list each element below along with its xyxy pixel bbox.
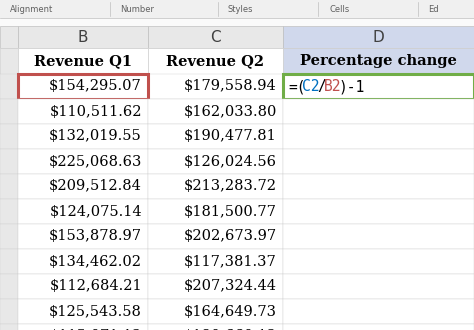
Bar (148, 124, 283, 149)
Text: $202,673.97: $202,673.97 (184, 229, 277, 244)
Bar (0, 18, 474, 26)
Bar (283, 48, 474, 74)
Bar (148, 74, 283, 99)
Bar (0, 74, 18, 99)
Text: )-1: )-1 (338, 79, 365, 94)
Bar (283, 199, 474, 224)
Bar (283, 74, 474, 99)
Text: Cells: Cells (330, 5, 350, 14)
Text: $125,543.58: $125,543.58 (49, 305, 142, 318)
Text: B: B (78, 29, 88, 45)
Bar (0, 224, 18, 249)
Bar (283, 26, 474, 48)
Text: $207,324.44: $207,324.44 (184, 280, 277, 293)
Text: $213,283.72: $213,283.72 (184, 180, 277, 193)
Bar (148, 149, 283, 174)
Bar (283, 249, 474, 274)
Bar (0, 26, 18, 48)
Text: $181,500.77: $181,500.77 (184, 205, 277, 218)
Bar (283, 299, 474, 324)
Text: Ed: Ed (428, 5, 438, 14)
Bar (0, 48, 18, 74)
Text: $153,878.97: $153,878.97 (49, 229, 142, 244)
Bar (0, 0, 474, 18)
Bar (18, 74, 148, 99)
Bar (18, 249, 148, 274)
Bar (0, 299, 18, 324)
Text: $164,649.73: $164,649.73 (184, 305, 277, 318)
Text: Revenue Q2: Revenue Q2 (166, 54, 264, 68)
Text: /: / (317, 79, 326, 94)
Bar (148, 99, 283, 124)
Text: Styles: Styles (228, 5, 254, 14)
Bar (18, 199, 148, 224)
Bar (148, 249, 283, 274)
Bar (18, 324, 148, 330)
Bar (283, 124, 474, 149)
Bar (0, 149, 18, 174)
Bar (283, 74, 474, 99)
Text: $132,019.55: $132,019.55 (49, 129, 142, 144)
Bar (283, 224, 474, 249)
Bar (148, 48, 283, 74)
Text: Percentage change: Percentage change (300, 54, 457, 68)
Text: $126,024.56: $126,024.56 (184, 154, 277, 169)
Bar (148, 299, 283, 324)
Text: D: D (373, 29, 384, 45)
Text: $154,295.07: $154,295.07 (49, 80, 142, 93)
Bar (18, 124, 148, 149)
Text: Number: Number (120, 5, 154, 14)
Bar (0, 324, 18, 330)
Bar (18, 274, 148, 299)
Bar (18, 99, 148, 124)
Text: $162,033.80: $162,033.80 (183, 105, 277, 118)
Bar (0, 199, 18, 224)
Bar (18, 48, 148, 74)
Bar (283, 324, 474, 330)
Text: $112,684.21: $112,684.21 (49, 280, 142, 293)
Bar (18, 149, 148, 174)
Bar (0, 99, 18, 124)
Bar (18, 224, 148, 249)
Bar (148, 174, 283, 199)
Text: C2: C2 (302, 79, 320, 94)
Text: =(: =( (288, 79, 306, 94)
Text: $124,075.14: $124,075.14 (49, 205, 142, 218)
Text: $115,071.12: $115,071.12 (50, 329, 142, 330)
Text: $209,512.84: $209,512.84 (49, 180, 142, 193)
Bar (0, 249, 18, 274)
Text: $180,660.12: $180,660.12 (184, 329, 277, 330)
Bar (148, 274, 283, 299)
Bar (18, 74, 148, 99)
Bar (0, 274, 18, 299)
Text: $117,381.37: $117,381.37 (184, 254, 277, 269)
Text: C: C (210, 29, 221, 45)
Bar (18, 299, 148, 324)
Text: $225,068.63: $225,068.63 (49, 154, 142, 169)
Text: $190,477.81: $190,477.81 (184, 129, 277, 144)
Text: $110,511.62: $110,511.62 (49, 105, 142, 118)
Text: Alignment: Alignment (10, 5, 53, 14)
Bar (148, 199, 283, 224)
Bar (283, 149, 474, 174)
Bar (283, 174, 474, 199)
Bar (148, 26, 283, 48)
Bar (283, 99, 474, 124)
Bar (18, 174, 148, 199)
Bar (148, 224, 283, 249)
Text: $134,462.02: $134,462.02 (49, 254, 142, 269)
Bar (148, 324, 283, 330)
Bar (283, 274, 474, 299)
Bar (0, 124, 18, 149)
Bar (18, 26, 148, 48)
Text: Revenue Q1: Revenue Q1 (34, 54, 132, 68)
Text: $179,558.94: $179,558.94 (184, 80, 277, 93)
Bar (0, 174, 18, 199)
Text: B2: B2 (324, 79, 341, 94)
